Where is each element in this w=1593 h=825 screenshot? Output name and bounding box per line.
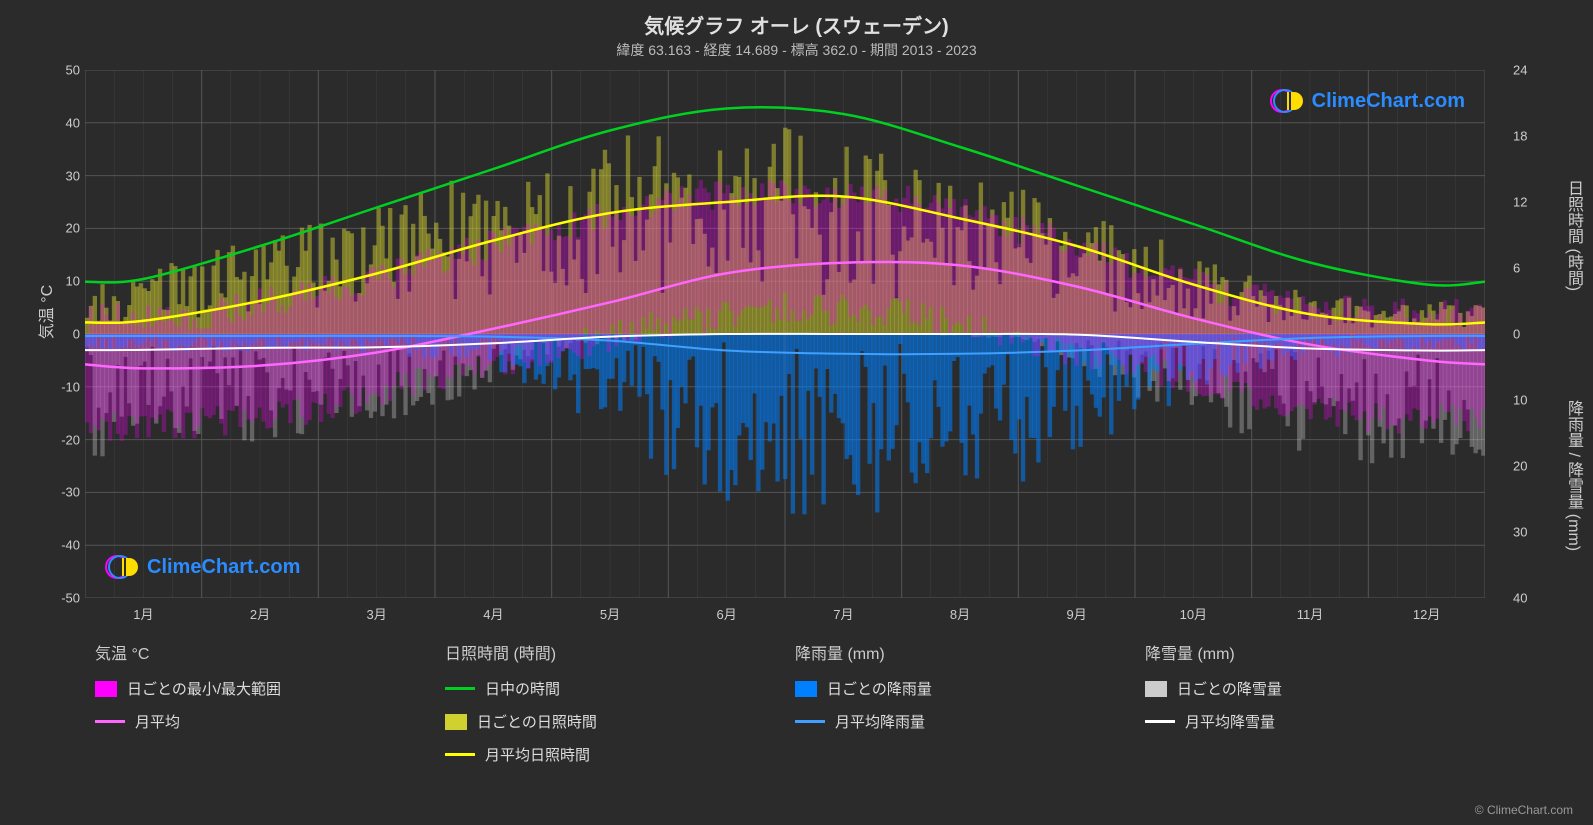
legend-label: 月平均降雨量: [835, 711, 925, 732]
chart-plot-area: ClimeChart.com ClimeChart.com: [85, 70, 1485, 598]
logo-text: ClimeChart.com: [147, 556, 300, 579]
legend-label: 月平均: [135, 711, 180, 732]
ytick-right-sun: 18: [1513, 129, 1545, 144]
ytick-right-precip: 20: [1513, 459, 1545, 474]
xtick-month: 1月: [133, 604, 153, 623]
ytick-right-sun: 24: [1513, 63, 1545, 78]
chart-svg: [85, 70, 1485, 598]
legend-swatch: [1145, 720, 1175, 723]
legend-item: 月平均降雪量: [1145, 711, 1475, 732]
xtick-month: 5月: [600, 604, 620, 623]
xtick-month: 4月: [483, 604, 503, 623]
xtick-month: 12月: [1413, 604, 1440, 623]
logo-text: ClimeChart.com: [1312, 90, 1465, 113]
legend-label: 日中の時間: [485, 678, 560, 699]
xtick-month: 3月: [367, 604, 387, 623]
legend-label: 月平均日照時間: [485, 744, 590, 765]
ytick-left: 20: [48, 221, 80, 236]
legend-item: 日ごとの最小/最大範囲: [95, 678, 425, 699]
ytick-right-sun: 6: [1513, 261, 1545, 276]
ytick-left: -50: [48, 591, 80, 606]
legend-item: 月平均降雨量: [795, 711, 1125, 732]
xtick-month: 9月: [1067, 604, 1087, 623]
legend-item: 日ごとの日照時間: [445, 711, 775, 732]
legend-swatch: [95, 720, 125, 723]
credit-text: © ClimeChart.com: [1475, 803, 1573, 817]
chart-legend: 気温 °C 日ごとの最小/最大範囲月平均 日照時間 (時間) 日中の時間日ごとの…: [85, 640, 1485, 800]
legend-swatch: [795, 720, 825, 723]
legend-item: 日中の時間: [445, 678, 775, 699]
ytick-left: 40: [48, 115, 80, 130]
xtick-month: 8月: [950, 604, 970, 623]
climechart-logo-icon: [1270, 84, 1304, 118]
legend-item: 月平均日照時間: [445, 744, 775, 765]
legend-item: 日ごとの降雨量: [795, 678, 1125, 699]
xtick-month: 2月: [250, 604, 270, 623]
legend-label: 日ごとの降雨量: [827, 678, 932, 699]
y-axis-right-label-precip: 降雨量 / 降雪量 (mm): [1561, 400, 1585, 551]
ytick-left: -10: [48, 379, 80, 394]
ytick-right-sun: 12: [1513, 195, 1545, 210]
ytick-left: 50: [48, 63, 80, 78]
chart-subtitle: 緯度 63.163 - 経度 14.689 - 標高 362.0 - 期間 20…: [0, 40, 1593, 60]
chart-title: 気候グラフ オーレ (スウェーデン): [0, 10, 1593, 39]
legend-hdr-snow: 降雪量 (mm): [1145, 640, 1475, 664]
ytick-left: -30: [48, 485, 80, 500]
legend-col-rain: 降雨量 (mm) 日ごとの降雨量月平均降雨量: [785, 640, 1135, 800]
xtick-month: 7月: [833, 604, 853, 623]
legend-hdr-sun: 日照時間 (時間): [445, 640, 775, 664]
legend-item: 日ごとの降雪量: [1145, 678, 1475, 699]
legend-col-sun: 日照時間 (時間) 日中の時間日ごとの日照時間月平均日照時間: [435, 640, 785, 800]
xtick-month: 11月: [1297, 604, 1324, 623]
legend-item: 月平均: [95, 711, 425, 732]
ytick-left: 10: [48, 274, 80, 289]
climechart-logo-icon: [105, 550, 139, 584]
y-axis-right-label-sunshine: 日照時間 (時間): [1561, 180, 1585, 291]
ytick-right-sun: 0: [1513, 327, 1545, 342]
climate-chart-container: 気候グラフ オーレ (スウェーデン) 緯度 63.163 - 経度 14.689…: [0, 0, 1593, 825]
legend-swatch: [95, 681, 117, 697]
legend-label: 月平均降雪量: [1185, 711, 1275, 732]
xtick-month: 6月: [717, 604, 737, 623]
legend-label: 日ごとの日照時間: [477, 711, 597, 732]
legend-col-snow: 降雪量 (mm) 日ごとの降雪量月平均降雪量: [1135, 640, 1485, 800]
ytick-right-precip: 40: [1513, 591, 1545, 606]
ytick-left: 0: [48, 327, 80, 342]
ytick-left: -40: [48, 538, 80, 553]
logo-lower: ClimeChart.com: [105, 550, 300, 584]
ytick-left: -20: [48, 432, 80, 447]
legend-swatch: [1145, 681, 1167, 697]
ytick-right-precip: 30: [1513, 525, 1545, 540]
legend-swatch: [445, 687, 475, 690]
legend-swatch: [795, 681, 817, 697]
ytick-right-precip: 10: [1513, 393, 1545, 408]
legend-col-temp: 気温 °C 日ごとの最小/最大範囲月平均: [85, 640, 435, 800]
legend-label: 日ごとの最小/最大範囲: [127, 678, 281, 699]
legend-swatch: [445, 753, 475, 756]
legend-hdr-temp: 気温 °C: [95, 640, 425, 664]
legend-hdr-rain: 降雨量 (mm): [795, 640, 1125, 664]
legend-label: 日ごとの降雪量: [1177, 678, 1282, 699]
xtick-month: 10月: [1180, 604, 1207, 623]
ytick-left: 30: [48, 168, 80, 183]
logo-upper: ClimeChart.com: [1270, 84, 1465, 118]
legend-swatch: [445, 714, 467, 730]
